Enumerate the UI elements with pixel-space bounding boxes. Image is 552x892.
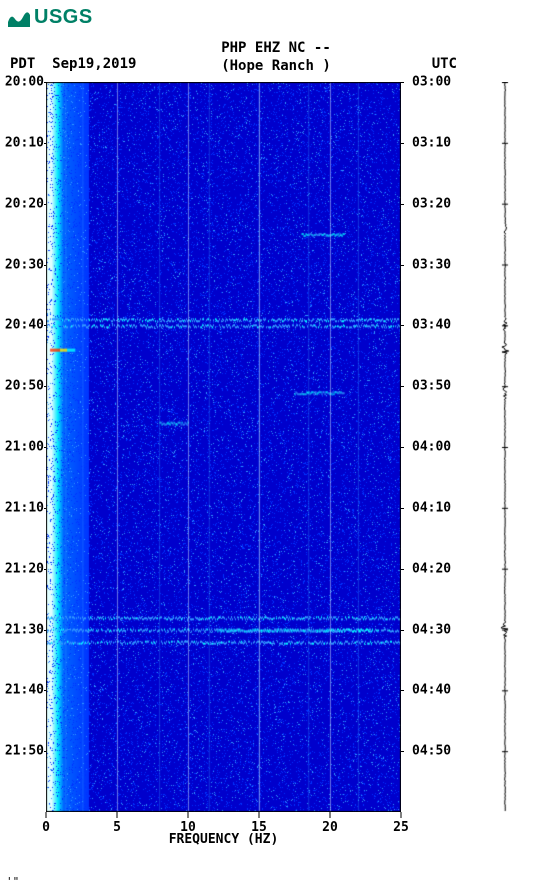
usgs-logo-text: USGS	[34, 6, 93, 29]
y-tick-left: 20:20	[0, 196, 44, 211]
spectrogram-canvas	[46, 82, 401, 812]
y-ticks-left: 20:0020:1020:2020:3020:4020:5021:0021:10…	[0, 82, 44, 812]
y-tick-left: 21:50	[0, 744, 44, 759]
y-ticks-right: 03:00 03:10 03:20 03:30 03:40 03:50 04:0…	[404, 82, 454, 812]
spectrogram-plot	[46, 82, 401, 812]
y-tick-right: 04:20	[404, 561, 462, 576]
y-tick-right: 04:30	[404, 622, 462, 637]
y-tick-right: 03:30	[404, 257, 462, 272]
y-tick-right: 04:50	[404, 744, 462, 759]
usgs-wave-icon	[8, 9, 30, 27]
y-tick-left: 21:40	[0, 683, 44, 698]
station-line1: PHP EHZ NC --	[0, 40, 552, 56]
y-tick-right: 03:10	[404, 135, 462, 150]
y-tick-right: 03:40	[404, 318, 462, 333]
y-tick-right: 04:00	[404, 440, 462, 455]
seismic-trace	[495, 82, 515, 812]
y-tick-left: 20:40	[0, 318, 44, 333]
utc-label: UTC	[432, 56, 457, 72]
y-tick-right: 03:20	[404, 196, 462, 211]
usgs-logo: USGS	[8, 6, 93, 29]
y-tick-left: 21:10	[0, 500, 44, 515]
footer-mark: '"	[6, 875, 19, 888]
y-tick-left: 20:50	[0, 379, 44, 394]
y-tick-right: 04:10	[404, 500, 462, 515]
y-tick-left: 21:20	[0, 561, 44, 576]
station-line2: (Hope Ranch )	[0, 58, 552, 74]
y-tick-left: 21:30	[0, 622, 44, 637]
seismic-trace-canvas	[495, 82, 515, 812]
y-tick-right: 03:00	[404, 75, 462, 90]
y-tick-left: 20:00	[0, 75, 44, 90]
y-tick-right: 03:50	[404, 379, 462, 394]
y-tick-left: 20:10	[0, 135, 44, 150]
y-tick-left: 21:00	[0, 440, 44, 455]
y-tick-right: 04:40	[404, 683, 462, 698]
y-tick-left: 20:30	[0, 257, 44, 272]
x-axis-label: FREQUENCY (HZ)	[46, 832, 401, 847]
header-center: PHP EHZ NC -- (Hope Ranch )	[0, 40, 552, 74]
